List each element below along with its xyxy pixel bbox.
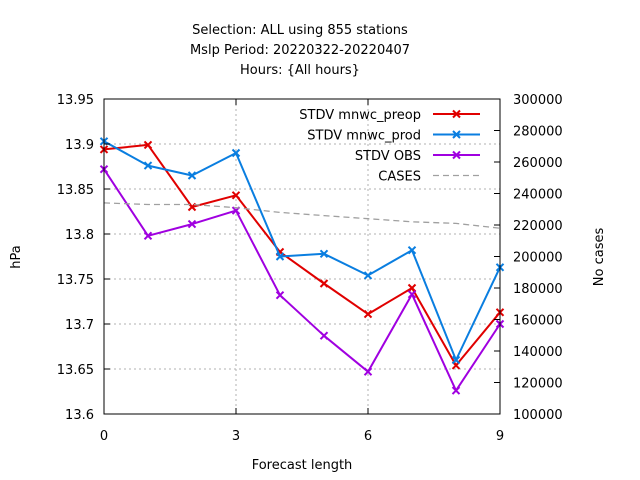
series-point-0 — [319, 279, 329, 288]
series-point-1 — [363, 271, 373, 280]
series-layer — [99, 137, 505, 395]
y2-tick-label: 240000 — [513, 188, 563, 203]
y-tick-label: 13.7 — [65, 318, 94, 333]
series-point-2 — [451, 386, 461, 395]
y2-tick-label: 180000 — [513, 282, 563, 297]
x-tick-label: 6 — [364, 429, 372, 444]
series-point-0 — [143, 140, 153, 150]
legend-label-1: STDV mnwc_prod — [307, 129, 421, 144]
chart-title-line3: Hours: {All hours} — [240, 63, 360, 78]
legend: STDV mnwc_preop STDV mnwc_prod STDV OBS CAS… — [299, 108, 480, 185]
series-point-2 — [319, 331, 329, 340]
legend-label-2: STDV OBS — [355, 149, 421, 164]
y-tick-label: 13.85 — [57, 183, 94, 198]
series-point-0 — [231, 191, 241, 200]
x-axis-label: Forecast length — [252, 458, 353, 473]
series-point-1 — [451, 355, 461, 365]
y2-tick-label: 120000 — [513, 377, 563, 392]
series-point-1 — [143, 161, 153, 170]
series-line-2 — [103, 168, 501, 392]
series-point-2 — [143, 231, 153, 241]
x-tick-label: 3 — [232, 429, 240, 444]
y-tick-label: 13.65 — [57, 363, 94, 378]
y-axis-label: hPa — [9, 245, 24, 268]
y2-tick-label: 100000 — [513, 408, 563, 423]
chart-title-line1: Selection: ALL using 855 stations — [192, 23, 408, 38]
plot-frame — [103, 98, 501, 415]
series-point-1 — [231, 148, 241, 158]
series-point-2 — [407, 290, 417, 299]
y2-tick-label: 300000 — [513, 93, 563, 108]
series-point-1 — [187, 171, 197, 180]
series-point-0 — [407, 283, 417, 293]
series-point-1 — [275, 252, 285, 261]
y2-axis-label: No cases — [592, 228, 607, 287]
series-point-2 — [187, 219, 197, 229]
y-tick-label: 13.75 — [57, 273, 94, 288]
y-tick-label: 13.9 — [65, 138, 94, 153]
y2-tick-label: 160000 — [513, 314, 563, 329]
series-line-1 — [103, 140, 501, 361]
y2-tick-label: 260000 — [513, 156, 563, 171]
legend-marker-0 — [452, 109, 461, 119]
y-tick-label: 13.6 — [65, 408, 94, 423]
x-tick-label: 0 — [100, 429, 108, 444]
y2-tick-label: 280000 — [513, 125, 563, 140]
y2-tick-label: 140000 — [513, 345, 563, 360]
x-tick-label: 9 — [496, 429, 504, 444]
axis-ticks: 0 3 6 9 13.6 13.65 13.7 13.75 13.8 13.85 13.9 13.95… — [57, 93, 563, 444]
series-line-0 — [103, 143, 501, 367]
legend-label-0: STDV mnwc_preop — [299, 108, 421, 123]
series-point-2 — [363, 367, 373, 376]
series-point-1 — [319, 249, 329, 259]
series-point-2 — [275, 290, 285, 300]
legend-label-3: CASES — [378, 170, 421, 185]
y2-tick-label: 200000 — [513, 251, 563, 266]
series-point-1 — [407, 245, 417, 255]
grid — [104, 99, 500, 414]
y2-tick-label: 220000 — [513, 219, 563, 234]
series-point-0 — [363, 309, 373, 319]
y-tick-label: 13.8 — [65, 228, 94, 243]
legend-marker-2 — [452, 150, 461, 160]
y-tick-label: 13.95 — [57, 93, 94, 108]
legend-marker-1 — [452, 130, 461, 139]
series-line-3 — [103, 202, 501, 229]
chart-title-line2: Mslp Period: 20220322-20220407 — [190, 43, 410, 58]
